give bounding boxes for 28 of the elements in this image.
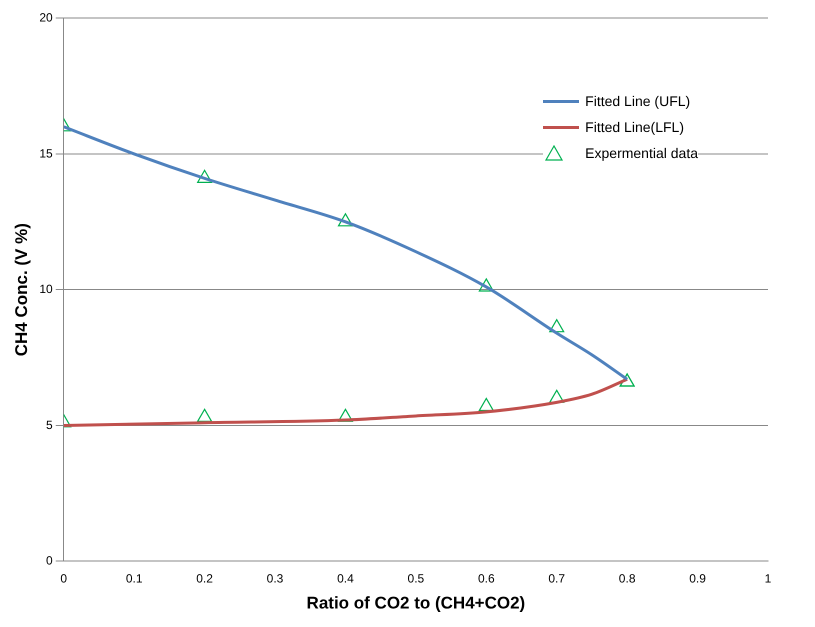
x-tick-label: 0.9 xyxy=(689,572,706,586)
y-tick-label: 10 xyxy=(39,282,54,296)
x-tick-label: 0.5 xyxy=(408,572,425,586)
point xyxy=(478,278,494,292)
y-axis-title: CH4 Conc. (V %) xyxy=(12,223,31,356)
x-tick-label: 0.6 xyxy=(478,572,495,586)
legend-label: Fitted Line(LFL) xyxy=(585,118,684,137)
x-tick-label: 0.7 xyxy=(548,572,566,586)
point xyxy=(478,398,494,412)
point xyxy=(338,408,353,422)
x-axis-title: Ratio of CO2 to (CH4+CO2) xyxy=(306,593,526,612)
x-tick-label: 0.8 xyxy=(618,572,636,586)
point xyxy=(338,213,353,226)
legend-label: Fitted Line (UFL) xyxy=(585,92,690,111)
x-tick-label: 0.1 xyxy=(126,572,143,586)
x-tick-label: 0.3 xyxy=(266,572,284,586)
x-tick-label: 1 xyxy=(764,572,772,586)
y-tick-label: 15 xyxy=(39,146,54,160)
x-tick-label: 0.2 xyxy=(196,572,214,586)
y-tick-label: 5 xyxy=(46,418,54,432)
point xyxy=(197,170,212,183)
point xyxy=(197,408,212,422)
y-tick-label: 20 xyxy=(39,10,54,25)
x-tick-label: 0.4 xyxy=(337,572,354,586)
legend-label: Expermential data xyxy=(585,144,698,163)
x-tick-label: 0 xyxy=(60,572,68,586)
point xyxy=(549,319,564,332)
y-tick-label: 0 xyxy=(46,554,54,568)
